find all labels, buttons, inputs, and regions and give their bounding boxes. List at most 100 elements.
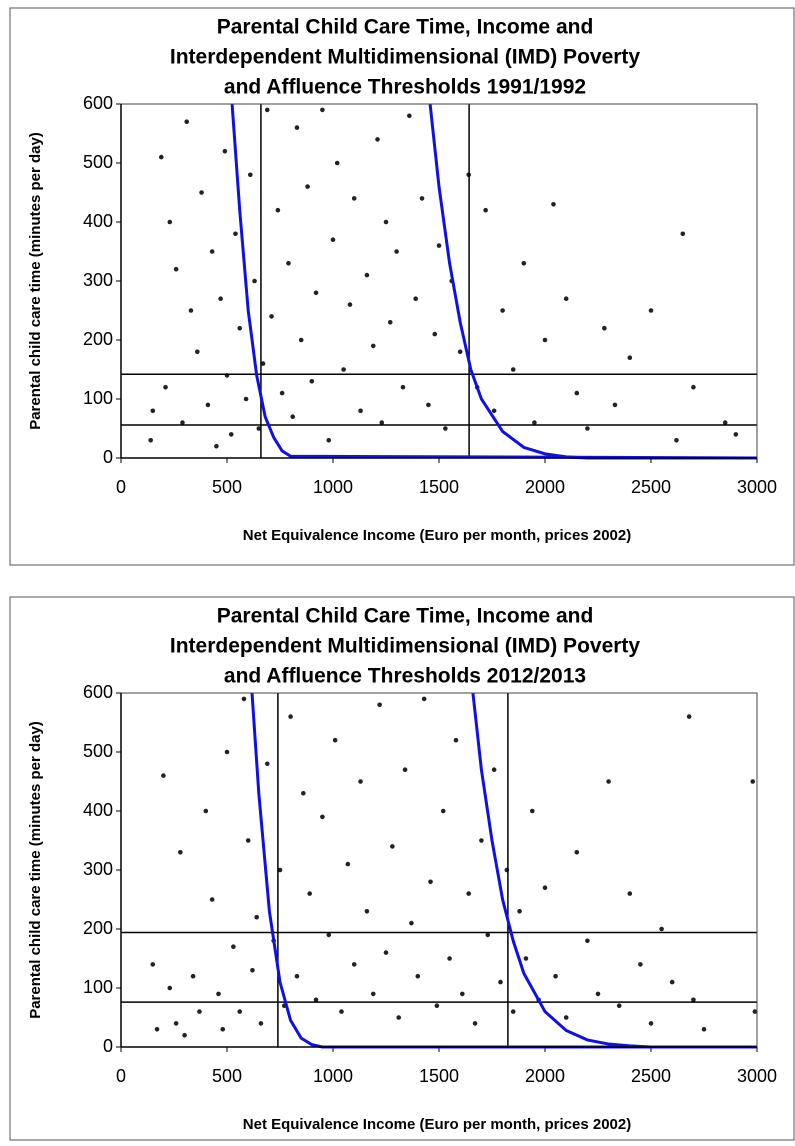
chart: Parental Child Care Time, Income and Inte… bbox=[9, 596, 795, 1141]
data-point bbox=[158, 154, 164, 160]
data-point bbox=[606, 779, 611, 784]
data-point bbox=[309, 379, 315, 384]
data-point bbox=[428, 879, 433, 885]
data-point bbox=[163, 384, 168, 390]
data-point bbox=[574, 390, 580, 396]
data-point bbox=[364, 272, 370, 278]
data-point bbox=[627, 891, 633, 896]
chart-title: Parental Child Care Time, Income and bbox=[217, 16, 594, 39]
data-point bbox=[563, 1015, 569, 1020]
data-point bbox=[161, 773, 166, 778]
data-point bbox=[521, 261, 527, 266]
x-axis-label: Net Equivalence Income (Euro per month, … bbox=[243, 527, 631, 544]
data-point bbox=[659, 926, 664, 932]
data-point bbox=[394, 249, 399, 254]
data-point bbox=[250, 968, 255, 973]
x-axis-label: Net Equivalence Income (Euro per month, … bbox=[243, 1116, 631, 1133]
threshold-curve bbox=[230, 104, 757, 460]
data-point bbox=[510, 367, 516, 372]
data-point bbox=[326, 932, 332, 938]
data-point bbox=[616, 1003, 622, 1008]
data-point bbox=[402, 767, 408, 772]
chart-title: and Affluence Thresholds 2012/2013 bbox=[224, 665, 586, 688]
y-tick-label: 100 bbox=[83, 977, 113, 997]
data-point bbox=[167, 219, 173, 225]
data-point bbox=[150, 408, 156, 414]
data-point bbox=[294, 125, 300, 130]
data-point bbox=[370, 991, 376, 997]
data-point bbox=[313, 997, 319, 1003]
data-point bbox=[277, 867, 283, 873]
data-point bbox=[686, 714, 692, 719]
x-tick-label: 0 bbox=[116, 477, 126, 497]
data-point bbox=[307, 891, 312, 896]
y-tick-label: 200 bbox=[83, 329, 113, 349]
data-point bbox=[500, 308, 505, 313]
data-point bbox=[351, 962, 357, 967]
y-tick-label: 500 bbox=[83, 741, 113, 761]
data-point bbox=[205, 402, 211, 408]
data-point bbox=[466, 891, 471, 896]
data-point bbox=[648, 1021, 654, 1026]
data-point bbox=[669, 979, 675, 985]
data-point bbox=[602, 325, 607, 331]
data-point bbox=[260, 361, 266, 366]
threshold-curve bbox=[428, 104, 757, 460]
data-point bbox=[197, 1009, 202, 1014]
data-point bbox=[222, 148, 228, 154]
data-point bbox=[383, 950, 389, 955]
threshold-curve bbox=[471, 693, 757, 1049]
y-tick-label: 100 bbox=[83, 388, 113, 408]
data-point bbox=[479, 838, 484, 843]
x-tick-label: 2500 bbox=[631, 1066, 671, 1086]
data-point bbox=[220, 1027, 226, 1032]
data-point bbox=[248, 172, 253, 178]
data-point bbox=[419, 196, 425, 201]
data-point bbox=[345, 861, 351, 867]
data-point bbox=[347, 302, 353, 307]
data-point bbox=[396, 1015, 402, 1020]
y-tick-label: 600 bbox=[83, 682, 113, 702]
data-point bbox=[218, 296, 223, 302]
data-point bbox=[233, 231, 238, 237]
data-point bbox=[190, 973, 196, 979]
data-point bbox=[290, 414, 296, 420]
data-point bbox=[332, 737, 338, 743]
data-point bbox=[150, 962, 156, 967]
data-point bbox=[434, 1003, 440, 1008]
y-tick-label: 400 bbox=[83, 800, 113, 820]
data-point bbox=[542, 337, 548, 343]
x-tick-label: 0 bbox=[116, 1066, 126, 1086]
data-point bbox=[409, 920, 414, 926]
data-point bbox=[691, 997, 696, 1003]
x-tick-label: 1000 bbox=[313, 1066, 353, 1086]
data-point bbox=[375, 137, 380, 142]
data-point bbox=[203, 808, 209, 814]
data-point bbox=[563, 296, 569, 302]
data-point bbox=[243, 396, 249, 402]
data-point bbox=[648, 308, 654, 313]
data-point bbox=[674, 438, 679, 443]
data-point bbox=[264, 761, 270, 767]
x-tick-label: 2500 bbox=[631, 477, 671, 497]
data-point bbox=[585, 938, 590, 944]
data-point bbox=[529, 808, 535, 814]
y-tick-label: 200 bbox=[83, 918, 113, 938]
data-point bbox=[447, 956, 452, 961]
data-point bbox=[750, 779, 756, 784]
data-point bbox=[733, 432, 739, 437]
data-point bbox=[178, 850, 183, 855]
data-point bbox=[627, 355, 633, 361]
data-point bbox=[228, 432, 234, 437]
data-point bbox=[254, 914, 259, 920]
data-point bbox=[167, 985, 173, 991]
data-point bbox=[231, 944, 236, 949]
data-point bbox=[517, 909, 522, 914]
data-point bbox=[436, 243, 442, 248]
data-point bbox=[199, 190, 204, 195]
data-point bbox=[214, 443, 219, 449]
threshold-curve bbox=[250, 693, 757, 1049]
chart-frame bbox=[9, 596, 795, 1141]
data-point bbox=[195, 349, 200, 355]
